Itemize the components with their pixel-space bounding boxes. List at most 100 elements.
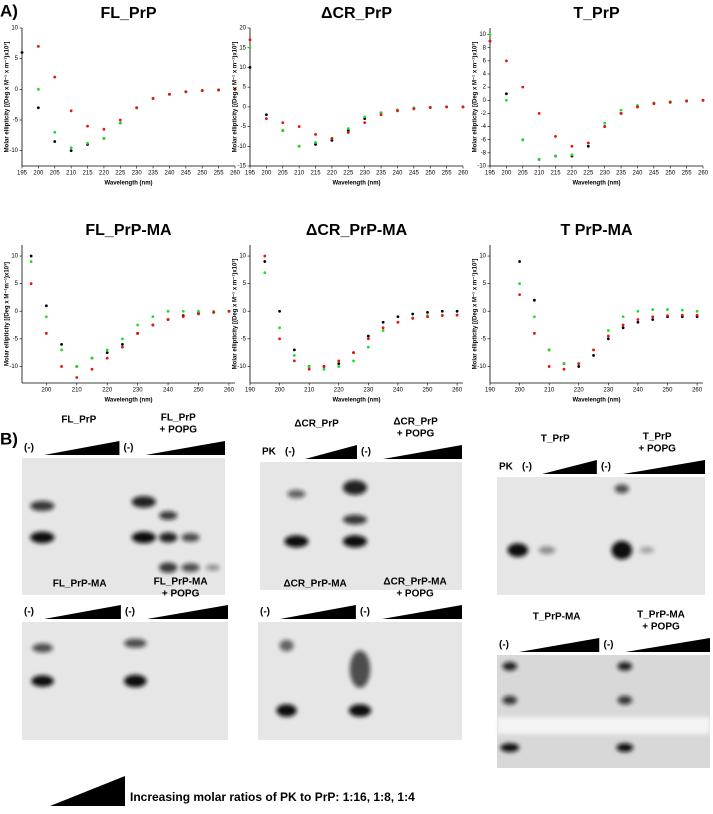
footer-note: Increasing molar ratios of PK to PrP: 1:… (130, 790, 415, 804)
data-point (695, 313, 699, 317)
gel-title: + POPG (396, 589, 434, 600)
data-point (651, 315, 655, 319)
lane-label: (-) (360, 607, 370, 618)
data-point (151, 97, 155, 100)
data-point (586, 144, 590, 148)
y-tick-label: -5 (13, 336, 19, 342)
x-tick-label: 205 (278, 171, 289, 177)
pk-wedge (382, 605, 462, 619)
y-tick-label: 6 (483, 58, 487, 64)
gel-image (22, 458, 225, 595)
data-point (44, 315, 48, 319)
data-point (322, 365, 326, 368)
x-tick-label: 215 (551, 171, 562, 177)
data-point (337, 362, 341, 366)
gel-band (342, 535, 368, 548)
data-point (426, 315, 429, 319)
x-tick-label: 235 (376, 171, 387, 177)
data-point (381, 326, 385, 330)
data-point (537, 112, 541, 115)
y-tick-label: 2 (483, 85, 487, 91)
gel-band (617, 695, 633, 705)
x-tick-label: 240 (632, 171, 643, 177)
pk-wedge (519, 638, 600, 652)
data-point (651, 318, 655, 321)
lane-label: (-) (24, 607, 34, 618)
data-point (532, 331, 536, 335)
data-point (518, 282, 521, 286)
gel-band (611, 540, 633, 560)
data-point (518, 260, 521, 263)
data-point (455, 313, 459, 317)
x-tick-label: 225 (115, 171, 126, 177)
y-tick-label: -10 (237, 364, 246, 370)
data-point (636, 318, 640, 321)
data-point (504, 92, 508, 96)
gel-title: FL_PrP (161, 413, 196, 424)
y-tick-label: 0 (243, 309, 247, 315)
data-point (532, 315, 536, 319)
data-point (366, 337, 370, 341)
data-point (352, 359, 355, 363)
data-point (440, 314, 444, 318)
x-tick-label: 230 (363, 388, 374, 394)
data-point (75, 376, 79, 379)
y-tick-label: 20 (239, 26, 246, 32)
data-point (504, 98, 508, 102)
gel-band (617, 661, 633, 671)
x-tick-label: 245 (409, 171, 420, 177)
pk-label: PK (499, 462, 514, 473)
y-tick-label: -8 (481, 150, 487, 156)
x-tick-label: 230 (600, 171, 611, 177)
data-point (263, 271, 267, 274)
x-tick-label: 195 (17, 171, 28, 177)
y-tick-label: 5 (243, 85, 247, 91)
x-tick-label: 215 (311, 171, 322, 177)
gel-band (31, 675, 54, 687)
data-point (69, 109, 73, 113)
data-point (121, 342, 124, 346)
gel-title: + POPG (397, 429, 435, 440)
data-point (488, 33, 492, 36)
gel-title: ΔCR_PrP-MA (283, 579, 346, 590)
gel-band (124, 638, 147, 648)
data-point (619, 108, 623, 112)
data-point (197, 309, 200, 313)
x-tick-label: 255 (214, 171, 225, 177)
y-tick-label: -5 (241, 336, 247, 342)
data-point (278, 309, 281, 313)
gel-band (30, 531, 55, 544)
x-tick-label: 200 (41, 388, 52, 394)
lane-label: (-) (260, 607, 270, 618)
ratio-wedge (50, 776, 125, 806)
data-point (181, 309, 185, 313)
data-point (440, 309, 444, 313)
x-tick-label: 260 (458, 171, 469, 177)
lane-label: (-) (125, 607, 135, 618)
gel-band (616, 743, 634, 753)
gel-band (287, 489, 306, 499)
data-point (75, 365, 79, 368)
data-point (233, 87, 237, 91)
data-point (86, 124, 89, 128)
data-point (90, 356, 94, 360)
data-point (652, 102, 656, 105)
y-tick-label: 15 (239, 45, 246, 51)
x-tick-label: 255 (442, 171, 453, 177)
gel-band (124, 674, 147, 688)
data-point (227, 309, 231, 313)
lane-label: (-) (601, 462, 611, 473)
data-point (636, 309, 640, 313)
data-point (518, 293, 521, 297)
x-tick-label: 190 (245, 388, 256, 394)
y-tick-label: -5 (241, 124, 247, 130)
data-point (379, 111, 383, 115)
data-point (379, 113, 383, 117)
y-tick-label: -10 (237, 144, 246, 150)
data-point (445, 105, 449, 109)
gel-band (500, 743, 520, 753)
gel-title: T_PrP (541, 434, 570, 445)
data-point (428, 106, 432, 110)
y-tick-label: 4 (483, 72, 487, 78)
